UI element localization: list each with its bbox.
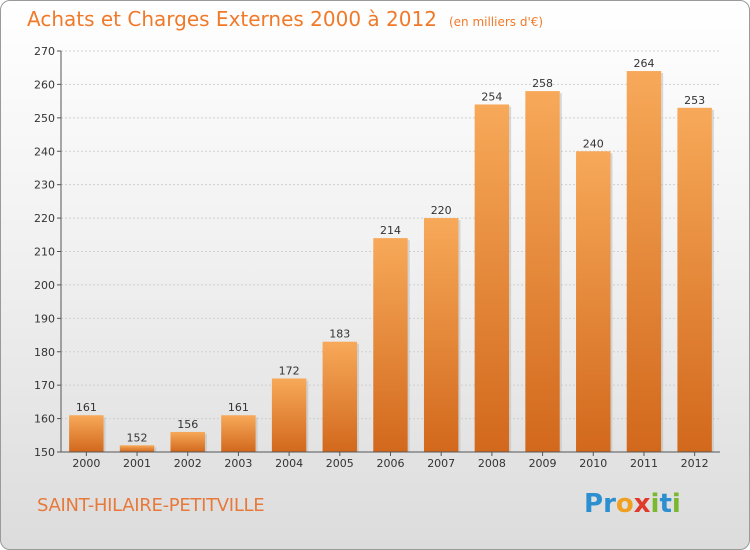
- y-tick-label: 160: [34, 413, 55, 426]
- logo-letter: i: [671, 489, 681, 519]
- bar-shadow: [610, 153, 613, 452]
- bar-shadow: [154, 447, 157, 452]
- x-tick-label: 2010: [579, 457, 607, 470]
- bar: [423, 218, 459, 452]
- data-label: 240: [583, 137, 604, 150]
- data-label: 258: [532, 77, 553, 90]
- bar-shadow: [711, 109, 714, 452]
- data-label: 264: [633, 57, 654, 70]
- bar: [576, 151, 611, 452]
- x-tick-label: 2006: [377, 457, 405, 470]
- chart-title-text: Achats et Charges Externes 2000 à 2012: [27, 7, 437, 31]
- bar: [271, 378, 307, 452]
- y-tick-label: 190: [34, 312, 55, 325]
- logo-letter: i: [650, 489, 660, 519]
- logo-letter: o: [615, 489, 634, 519]
- city-name: SAINT-HILAIRE-PETITVILLE: [37, 495, 265, 516]
- bar: [322, 341, 358, 452]
- x-tick-label: 2009: [529, 457, 557, 470]
- bar: [677, 107, 712, 452]
- data-label: 183: [329, 328, 350, 341]
- axes: 150 160 170 180 190 200 210 220 230 240 250 260 270 2…: [34, 45, 720, 470]
- bar-shadow: [559, 93, 562, 452]
- x-tick-label: 2012: [681, 457, 709, 470]
- bar-shadow: [357, 343, 360, 452]
- data-label: 161: [76, 401, 97, 414]
- bar: [373, 238, 408, 452]
- chart-subtitle: (en milliers d'€): [448, 15, 544, 29]
- x-tick-label: 2008: [478, 457, 506, 470]
- y-tick-label: 210: [34, 246, 55, 259]
- y-tick-label: 220: [34, 212, 55, 225]
- data-label: 172: [279, 364, 300, 377]
- bar: [221, 415, 256, 452]
- bar-shadow: [204, 433, 207, 452]
- x-tick-label: 2005: [326, 457, 354, 470]
- x-tick-label: 2001: [123, 457, 151, 470]
- logo-letter: t: [659, 489, 672, 519]
- y-tick-label: 240: [34, 145, 55, 158]
- data-label: 253: [684, 94, 705, 107]
- x-tick-label: 2003: [224, 457, 252, 470]
- x-tick-label: 2002: [174, 457, 202, 470]
- x-tick-label: 2004: [275, 457, 303, 470]
- bar: [119, 445, 155, 452]
- bar: [626, 71, 662, 453]
- y-tick-label: 170: [34, 379, 55, 392]
- y-tick-label: 200: [34, 279, 55, 292]
- x-tick-label: 2011: [630, 457, 658, 470]
- y-tick-label: 270: [34, 45, 55, 58]
- proxiti-logo[interactable]: Proxiti: [584, 489, 681, 519]
- data-label: 152: [127, 431, 148, 444]
- logo-letter: x: [633, 489, 651, 519]
- bar-shadow: [407, 240, 410, 452]
- bar-shadow: [458, 220, 461, 452]
- chart-title: Achats et Charges Externes 2000 à 2012 (e…: [27, 7, 543, 31]
- bar: [170, 431, 205, 452]
- bar: [69, 415, 104, 452]
- bar-shadow: [103, 417, 106, 452]
- bars: 161 152 156 161 172 183 214 220 254 258 240 264 253: [69, 57, 714, 453]
- logo-letter: P: [584, 489, 604, 519]
- data-label: 220: [431, 204, 452, 217]
- x-tick-label: 2000: [72, 457, 100, 470]
- bar: [474, 104, 510, 452]
- y-tick-label: 150: [34, 446, 55, 459]
- data-label: 156: [177, 418, 198, 431]
- logo-letter: r: [603, 489, 616, 519]
- y-tick-label: 250: [34, 112, 55, 125]
- bar: [525, 91, 560, 452]
- data-label: 161: [228, 401, 249, 414]
- y-tick-label: 260: [34, 78, 55, 91]
- x-tick-label: 2007: [427, 457, 455, 470]
- bar-shadow: [509, 106, 512, 452]
- data-label: 214: [380, 224, 401, 237]
- y-tick-label: 230: [34, 179, 55, 192]
- data-label: 254: [481, 90, 502, 103]
- y-tick-label: 180: [34, 346, 55, 359]
- bar-shadow: [661, 73, 664, 453]
- bar-shadow: [255, 417, 258, 452]
- bar-shadow: [306, 380, 309, 452]
